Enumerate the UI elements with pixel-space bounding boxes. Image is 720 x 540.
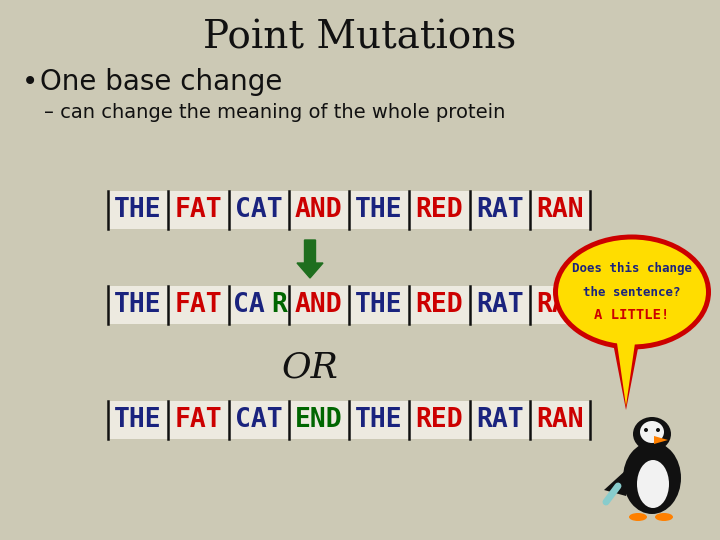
- Text: END: END: [295, 407, 343, 433]
- Text: R: R: [271, 292, 287, 318]
- Text: THE: THE: [355, 407, 403, 433]
- Polygon shape: [297, 240, 323, 278]
- Text: Point Mutations: Point Mutations: [203, 19, 517, 57]
- Polygon shape: [612, 338, 640, 410]
- Text: the sentence?: the sentence?: [583, 286, 680, 299]
- Polygon shape: [616, 336, 636, 406]
- Text: RAN: RAN: [536, 292, 584, 318]
- Text: RED: RED: [415, 407, 463, 433]
- Text: OR: OR: [282, 351, 338, 385]
- Polygon shape: [654, 436, 668, 444]
- Ellipse shape: [623, 442, 681, 514]
- Polygon shape: [604, 470, 626, 496]
- Text: Does this change: Does this change: [572, 261, 692, 274]
- Text: CA: CA: [233, 292, 264, 318]
- Text: THE: THE: [355, 292, 403, 318]
- Text: RED: RED: [415, 292, 463, 318]
- Text: A LITTLE!: A LITTLE!: [594, 308, 670, 322]
- Ellipse shape: [655, 513, 673, 521]
- Text: RAT: RAT: [476, 197, 523, 223]
- Ellipse shape: [644, 428, 648, 432]
- Text: – can change the meaning of the whole protein: – can change the meaning of the whole pr…: [44, 103, 505, 122]
- Text: FAT: FAT: [174, 197, 222, 223]
- Text: RED: RED: [415, 197, 463, 223]
- Ellipse shape: [558, 240, 706, 345]
- Text: •: •: [22, 68, 38, 96]
- FancyBboxPatch shape: [108, 191, 590, 229]
- Text: AND: AND: [295, 197, 343, 223]
- Text: THE: THE: [114, 292, 162, 318]
- Text: RAT: RAT: [476, 407, 523, 433]
- Text: CAT: CAT: [235, 407, 282, 433]
- FancyBboxPatch shape: [108, 286, 590, 324]
- FancyBboxPatch shape: [108, 401, 590, 439]
- Ellipse shape: [633, 417, 671, 451]
- Ellipse shape: [637, 460, 669, 508]
- Text: THE: THE: [355, 197, 403, 223]
- Text: FAT: FAT: [174, 292, 222, 318]
- Text: AND: AND: [295, 292, 343, 318]
- Ellipse shape: [640, 421, 664, 443]
- Text: CAT: CAT: [235, 197, 282, 223]
- Text: FAT: FAT: [174, 407, 222, 433]
- Text: THE: THE: [114, 407, 162, 433]
- Text: THE: THE: [114, 197, 162, 223]
- Ellipse shape: [553, 234, 711, 349]
- Text: RAT: RAT: [476, 292, 523, 318]
- Ellipse shape: [629, 513, 647, 521]
- Text: One base change: One base change: [40, 68, 282, 96]
- Text: RAN: RAN: [536, 197, 584, 223]
- Text: RAN: RAN: [536, 407, 584, 433]
- Ellipse shape: [656, 428, 660, 432]
